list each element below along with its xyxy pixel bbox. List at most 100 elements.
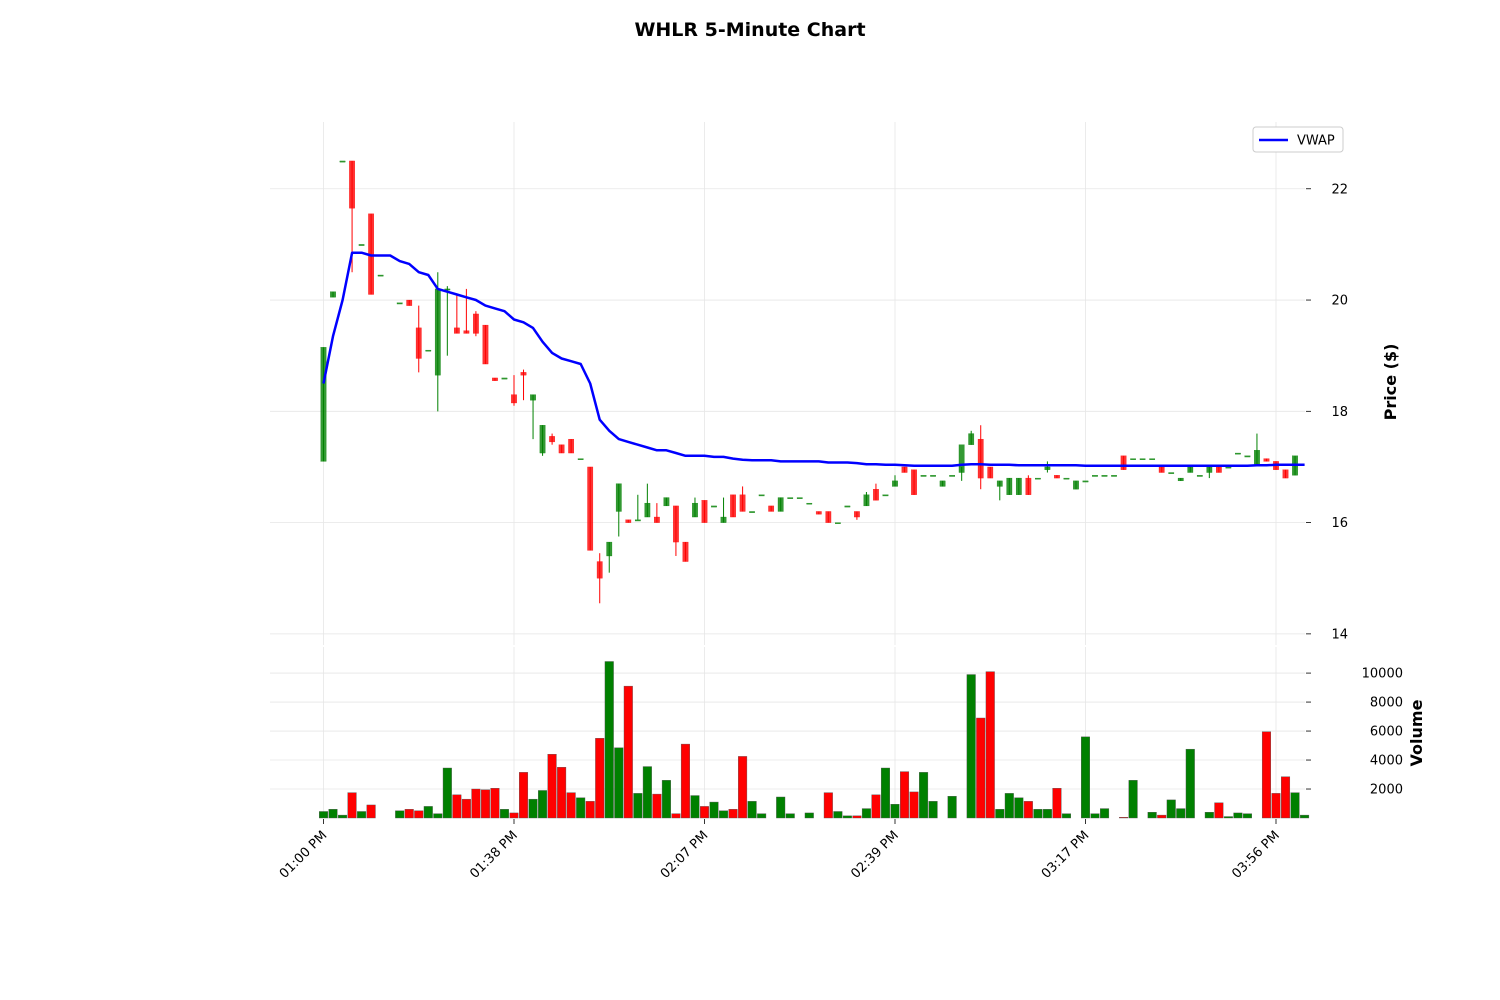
volume-bar bbox=[1271, 793, 1281, 819]
candle-body bbox=[958, 444, 965, 473]
volume-bar bbox=[1214, 802, 1224, 819]
volume-bar bbox=[1128, 780, 1138, 819]
volume-bar bbox=[1233, 812, 1243, 819]
volume-bar bbox=[1157, 814, 1167, 819]
candle-body bbox=[673, 505, 679, 543]
volume-bar bbox=[433, 813, 443, 819]
volume-bar bbox=[576, 797, 586, 819]
candle-body bbox=[768, 505, 775, 512]
volume-bar bbox=[1033, 809, 1043, 819]
candle-body bbox=[549, 436, 555, 443]
candle-body bbox=[615, 483, 622, 512]
legend: VWAP bbox=[1252, 126, 1344, 153]
candle-body bbox=[1244, 455, 1251, 458]
volume-bar bbox=[319, 811, 329, 819]
candle-body bbox=[815, 511, 822, 515]
candle-body bbox=[1111, 475, 1117, 477]
candle-body bbox=[1216, 466, 1222, 473]
volume-bar bbox=[595, 738, 605, 819]
candle-body bbox=[911, 469, 917, 495]
volume-bar bbox=[985, 671, 995, 819]
candle-body bbox=[711, 505, 717, 508]
candle-body bbox=[1063, 477, 1070, 480]
candle-body bbox=[530, 394, 536, 401]
volume-bar bbox=[1166, 799, 1176, 819]
volume-bar bbox=[833, 811, 843, 819]
candle-body bbox=[949, 475, 956, 477]
volume-bar bbox=[700, 806, 710, 819]
volume-bar bbox=[1300, 814, 1310, 819]
candle-body bbox=[349, 160, 355, 209]
candle-body bbox=[415, 327, 422, 359]
volume-bar bbox=[1147, 812, 1157, 819]
grid bbox=[270, 122, 1305, 818]
vwap-line-group bbox=[322, 251, 1305, 468]
candle-body bbox=[1120, 455, 1127, 470]
candle-body bbox=[339, 160, 346, 163]
candle-body bbox=[844, 505, 851, 508]
volume-bar bbox=[547, 754, 557, 819]
candle-body bbox=[892, 480, 898, 487]
candle-body bbox=[1149, 458, 1156, 460]
candle-body bbox=[1282, 469, 1289, 479]
candle-body bbox=[939, 480, 946, 487]
price-tick-label: 20 bbox=[1331, 294, 1348, 309]
volume-bar bbox=[404, 809, 414, 819]
volume-tick-label: 2000 bbox=[1370, 783, 1403, 798]
candle-body bbox=[977, 438, 984, 479]
candle-body bbox=[758, 494, 765, 497]
candle-body bbox=[377, 274, 384, 277]
volume-bar bbox=[585, 801, 595, 819]
candle-body bbox=[863, 494, 870, 507]
candle-body bbox=[835, 522, 841, 524]
volume-bar bbox=[661, 780, 671, 819]
price-tick-label: 22 bbox=[1331, 182, 1348, 197]
volume-tick-label: 10000 bbox=[1362, 667, 1403, 682]
volume-bar bbox=[557, 767, 567, 819]
candle-body bbox=[1044, 466, 1051, 470]
volume-bar bbox=[633, 793, 643, 819]
x-tick-label: 03:56 PM bbox=[1229, 828, 1282, 881]
candle-body bbox=[1139, 458, 1146, 460]
volume-bar bbox=[842, 815, 852, 819]
candle-body bbox=[654, 516, 660, 523]
volume-bar bbox=[1281, 776, 1291, 819]
volume-bar bbox=[642, 766, 652, 819]
price-tick-label: 16 bbox=[1331, 516, 1348, 531]
volume-bar bbox=[623, 685, 633, 819]
volume-axis-label: Volume bbox=[1407, 699, 1426, 766]
candle-body bbox=[854, 511, 860, 518]
candle-body bbox=[1225, 466, 1232, 469]
volume-bar bbox=[995, 809, 1005, 819]
candle-body bbox=[425, 349, 432, 352]
candle-body bbox=[1054, 475, 1060, 479]
candle-body bbox=[463, 330, 470, 334]
volume-bar bbox=[823, 792, 833, 819]
candle-body bbox=[1177, 477, 1184, 482]
price-tick-label: 18 bbox=[1331, 405, 1348, 420]
volume-bar bbox=[1223, 816, 1233, 819]
candle-body bbox=[568, 438, 575, 454]
volume-bar bbox=[1052, 788, 1062, 819]
candle-body bbox=[825, 511, 832, 523]
volume-bar bbox=[880, 767, 890, 819]
candle-body bbox=[473, 313, 479, 334]
volume-bar bbox=[1290, 792, 1300, 819]
volume-bar bbox=[1261, 731, 1271, 819]
candle-body bbox=[577, 458, 584, 460]
volume-bar bbox=[747, 801, 757, 819]
candle-body bbox=[806, 502, 813, 505]
legend-box bbox=[1252, 126, 1344, 153]
volume-bar bbox=[480, 789, 490, 819]
x-tick-label: 01:38 PM bbox=[467, 828, 520, 881]
volume-bar bbox=[1119, 817, 1129, 819]
candle-body bbox=[1092, 475, 1098, 477]
volume-bar bbox=[652, 793, 662, 819]
volume-bar bbox=[776, 796, 786, 819]
candle-body bbox=[1015, 477, 1022, 495]
candle-body bbox=[596, 561, 603, 579]
candle-body bbox=[968, 433, 975, 445]
candle-body bbox=[320, 347, 327, 462]
candle-body bbox=[492, 377, 498, 381]
